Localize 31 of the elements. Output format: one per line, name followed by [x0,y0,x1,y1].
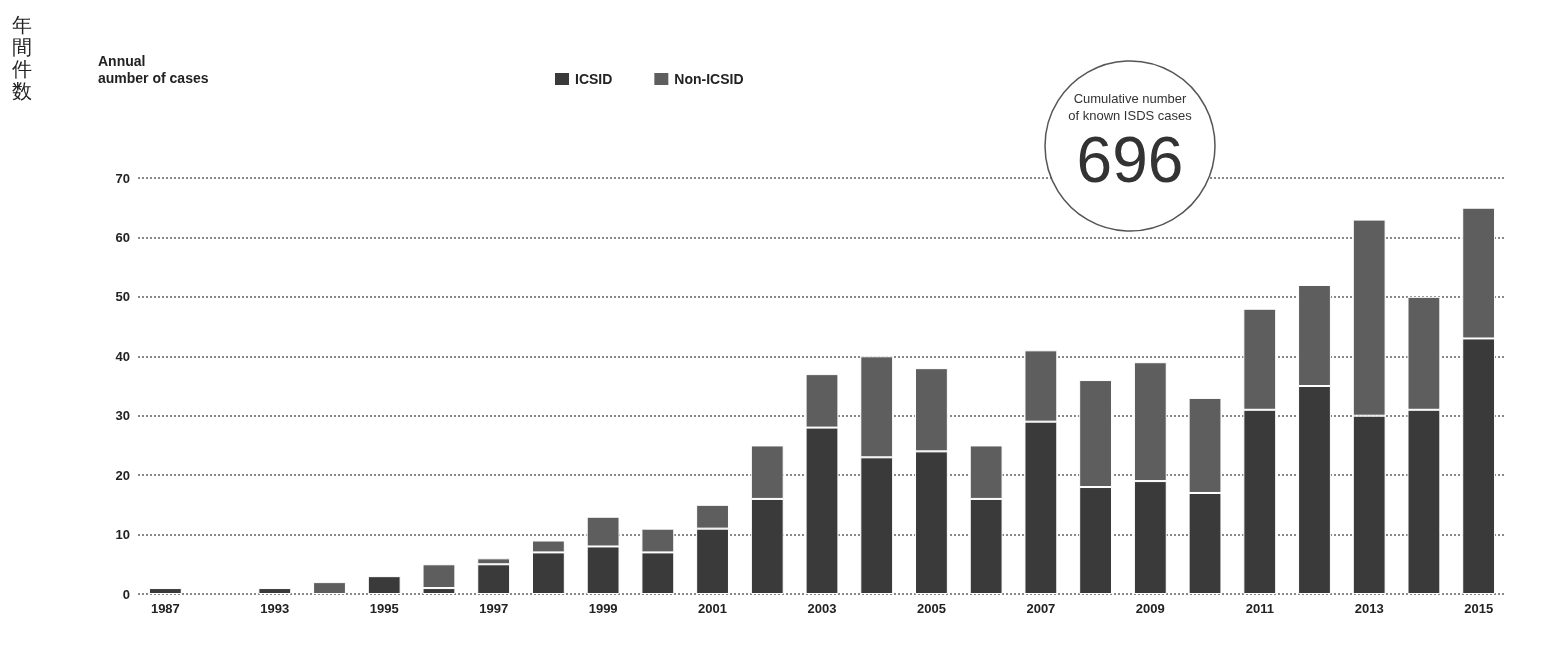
x-tick-label: 1999 [588,601,618,616]
bar [367,576,401,594]
bar [313,582,346,594]
x-tick-label: 2001 [698,601,728,616]
x-tick-label: 1995 [369,601,399,616]
x-tick-label: 2009 [1135,601,1165,616]
x-tick-label: 2013 [1354,601,1384,616]
legend-label: Non-ICSID [674,71,744,87]
y-tick-label: 50 [115,289,130,305]
bar [258,588,292,594]
y-tick-label: 30 [115,408,130,424]
x-tick-label: 1993 [260,601,290,616]
x-tick-label: 2007 [1026,601,1056,616]
legend-label: ICSID [575,71,613,87]
text: Annual aumber of cases [98,52,209,86]
x-tick-label: 2003 [807,601,837,616]
y-tick-label: 70 [115,170,130,186]
y-tick-label: 20 [115,467,130,483]
text: 年間件数 [12,13,32,103]
x-tick-label: 1987 [150,601,180,616]
x-tick-label: 2005 [916,601,946,616]
x-tick-label: 2011 [1245,601,1274,616]
x-tick-label: 2015 [1464,601,1494,616]
y-tick-label: 0 [122,586,130,602]
annotation: 696 [1076,124,1184,196]
bar [148,588,182,594]
x-tick-label: 1997 [479,601,509,616]
y-tick-label: 60 [115,229,130,245]
text: Cumulative number of known ISDS cases [1068,91,1193,123]
y-tick-label: 10 [115,527,130,543]
y-tick-label: 40 [115,348,130,364]
